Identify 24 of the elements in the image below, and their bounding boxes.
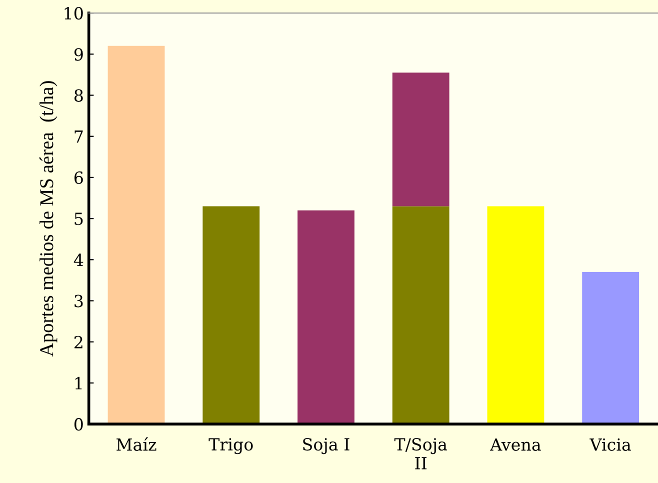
- y-tick-label: 9: [74, 48, 83, 61]
- y-tick-label: 5: [74, 212, 83, 226]
- bar: [108, 46, 165, 424]
- y-tick-label: 7: [74, 130, 83, 143]
- y-tick-label: 6: [74, 171, 83, 184]
- bar: [392, 206, 450, 424]
- y-tick-label: 1: [75, 376, 82, 390]
- x-tick-label: T/Soja II: [394, 438, 448, 470]
- x-tick-label: Trigo: [208, 438, 253, 454]
- y-tick-label: 2: [74, 336, 82, 348]
- y-tick-label: 4: [74, 254, 84, 266]
- bar: [487, 206, 544, 424]
- bar: [582, 272, 640, 424]
- x-tick-label: Soja I: [303, 438, 350, 454]
- bar: [392, 72, 450, 206]
- y-tick-label: 3: [74, 294, 83, 308]
- y-axis-title: Aportes medios de MS aérea (t/ha): [40, 81, 58, 357]
- y-tick-label: 8: [74, 89, 83, 102]
- bar: [202, 206, 260, 424]
- y-tick-label: 0: [74, 418, 83, 431]
- y-tick-label: 10: [64, 7, 83, 20]
- x-tick-label: Vicia: [590, 438, 631, 451]
- x-tick-label: Maíz: [116, 437, 156, 451]
- x-tick-label: Avena: [490, 438, 541, 451]
